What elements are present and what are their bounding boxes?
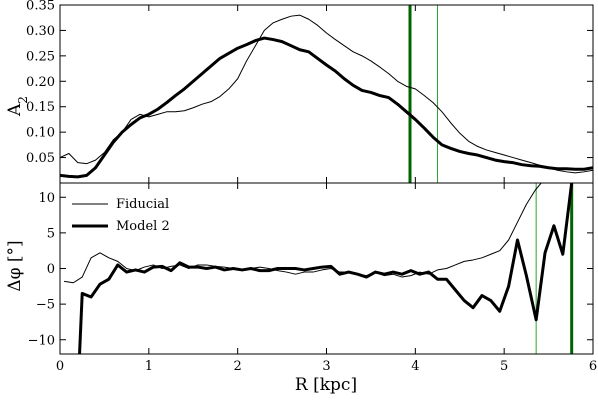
- top-vlines: [408, 5, 439, 183]
- top-axes-frame: [59, 4, 594, 184]
- top-series: [60, 14, 593, 179]
- legend-label-model-2: Model 2: [116, 219, 170, 234]
- bottom-series-fiducial: [63, 183, 555, 284]
- top-series-model-2: [60, 36, 593, 179]
- bottom-xtick-label-2: 2: [234, 359, 242, 374]
- bottom-ytick-label-1: −5: [36, 298, 55, 313]
- top-ticks: 0.05 0.10 0.15 0.20 0.25 0.30 0.35: [26, 0, 594, 183]
- bottom-axes-frame: [59, 182, 594, 355]
- top-ytick-label-6: 0.35: [26, 0, 55, 14]
- legend-label-fiducial: Fiducial: [116, 197, 169, 212]
- bottom-vlines: [535, 183, 574, 354]
- bottom-xtick-label-6: 6: [589, 359, 597, 374]
- top-ytick-label-2: 0.15: [26, 100, 55, 115]
- top-ylabel: A2: [5, 96, 30, 117]
- bottom-ylabel: Δφ [°]: [5, 240, 25, 291]
- bottom-xtick-label-1: 1: [145, 359, 153, 374]
- xlabel: R [kpc]: [295, 375, 357, 395]
- bottom-series: [63, 183, 574, 354]
- top-ytick-label-0: 0.05: [26, 151, 55, 166]
- legend: Fiducial Model 2: [72, 197, 170, 234]
- bottom-ticks: 0 1 2 3 4 5 6 −10 −5 0 5 10: [28, 183, 597, 374]
- top-series-fiducial: [60, 14, 593, 174]
- top-ytick-label-4: 0.25: [26, 49, 55, 64]
- bottom-xtick-label-5: 5: [500, 359, 508, 374]
- bottom-panel: 0 1 2 3 4 5 6 −10 −5 0 5 10 Δφ [°] R [kpc] Fiducial…: [5, 182, 597, 395]
- top-panel: 0.05 0.10 0.15 0.20 0.25 0.30 0.35 A2: [5, 0, 594, 184]
- top-ytick-label-3: 0.20: [26, 75, 55, 90]
- bottom-ytick-label-2: 0: [47, 262, 55, 277]
- bottom-ytick-label-3: 5: [47, 226, 55, 241]
- bottom-xtick-label-3: 3: [322, 359, 330, 374]
- bottom-ytick-label-0: −10: [28, 333, 55, 348]
- bottom-xtick-label-4: 4: [411, 359, 419, 374]
- bottom-xtick-label-0: 0: [56, 359, 64, 374]
- bottom-series-model-2: [78, 183, 574, 354]
- top-ytick-label-1: 0.10: [26, 126, 55, 141]
- top-ytick-label-5: 0.30: [26, 24, 55, 39]
- bottom-ytick-label-4: 10: [38, 191, 55, 206]
